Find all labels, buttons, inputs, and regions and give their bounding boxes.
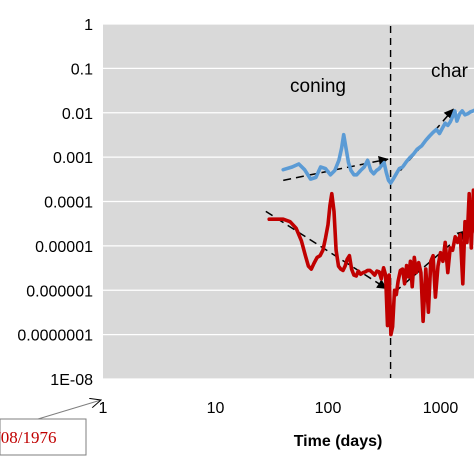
annotation-channeling: char	[431, 61, 469, 82]
y-tick-label: 1E-08	[50, 372, 93, 389]
y-tick-label: 0.0000001	[17, 328, 93, 345]
annotation-coning: coning	[290, 76, 346, 97]
trend-arrow	[265, 210, 388, 290]
x-tick-labels: 1 10 100 1000	[99, 400, 459, 417]
x-tick-label: 100	[315, 400, 342, 417]
date-callout-box	[0, 418, 87, 456]
x-tick-label: 1000	[423, 400, 459, 417]
date-callout-text: /08/1976	[0, 428, 56, 447]
x-tick-label: 1	[99, 400, 108, 417]
y-tick-label: 0.1	[71, 61, 93, 78]
y-tick-label: 0.01	[62, 106, 93, 123]
y-tick-label: 0.00001	[35, 239, 93, 256]
y-tick-label: 1	[84, 17, 93, 34]
series-line-red	[267, 188, 474, 337]
series-line-blue	[281, 108, 474, 185]
gridlines	[103, 23, 474, 380]
y-tick-label: 0.001	[53, 150, 93, 167]
y-tick-label: 0.000001	[26, 283, 93, 300]
x-axis-title: Time (days)	[294, 433, 383, 450]
series-lines	[267, 108, 474, 337]
date-callout-pointer	[37, 400, 101, 420]
x-tick-label: 10	[207, 400, 225, 417]
y-tick-labels: 1 0.1 0.01 0.001 0.0001 0.00001 0.000001 0.0000…	[17, 17, 93, 389]
y-tick-label: 0.0001	[44, 195, 93, 212]
